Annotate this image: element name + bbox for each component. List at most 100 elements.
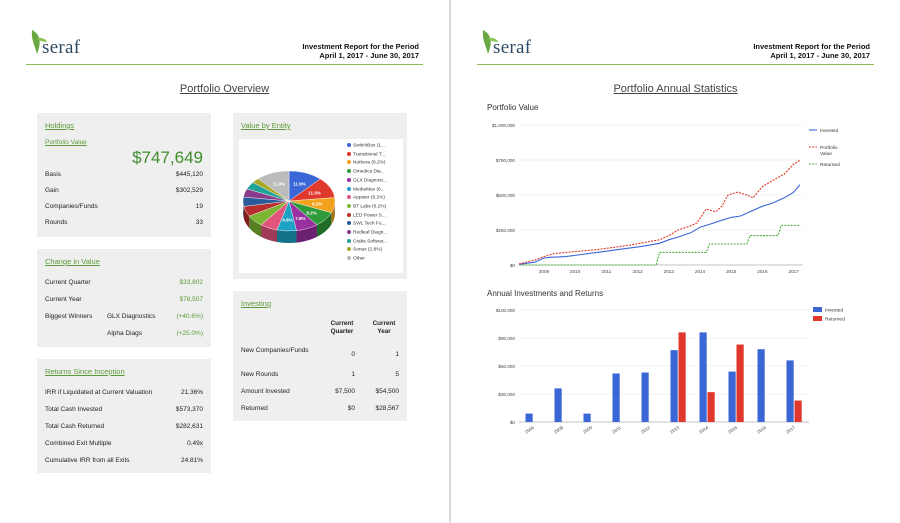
pie-slice-label: 6.8%: [282, 218, 292, 223]
report-period-title: Investment Report for the Period: [753, 42, 870, 51]
pie-slice-side: [316, 212, 332, 237]
legend-label: Invested: [820, 128, 838, 134]
header-divider: [26, 64, 423, 65]
bar: [678, 332, 686, 422]
value-by-entity-title[interactable]: Value by Entity: [241, 121, 291, 130]
x-tick-label: 2008: [553, 425, 564, 435]
legend-item: BT Labs (6.2%): [347, 203, 387, 212]
legend-dot-icon: [347, 195, 351, 200]
legend-item: SwitchBox (1...: [347, 143, 385, 151]
legend-item: Redleaf Diagn...: [347, 230, 387, 238]
pie-slice-side: [296, 224, 317, 243]
x-tick-label: 2014: [698, 425, 709, 435]
y-tick-label: $250,000: [496, 228, 516, 233]
returns-row: Cumulative IRR from all Exits 24.81%: [45, 457, 203, 467]
bar: [554, 388, 562, 422]
legend-dot-icon: [347, 247, 351, 252]
pie-slice-label: 8.2%: [306, 210, 316, 215]
row-value: 19: [195, 203, 203, 210]
pie-top: [242, 170, 336, 232]
x-tick-label: 2011: [611, 425, 622, 435]
investing-row-label: New Rounds: [241, 371, 279, 378]
legend-swatch: [813, 307, 822, 312]
series-line: [519, 224, 800, 266]
investing-panel: Investing Current Quarter Current Year N…: [233, 291, 407, 421]
biggest-winners-label: Biggest Winners: [45, 313, 93, 320]
legend-dot-icon: [347, 256, 351, 261]
returns-title[interactable]: Returns Since Inception: [45, 367, 125, 376]
y-tick-label: $100,000: [496, 308, 516, 313]
investing-title[interactable]: Investing: [241, 299, 272, 308]
bar: [728, 371, 736, 422]
bar: [525, 413, 533, 422]
x-tick-label: 2013: [664, 269, 675, 274]
bar: [786, 360, 794, 422]
row-label: Cumulative IRR from all Exits: [45, 457, 130, 464]
legend-item: Omedica Dia...: [347, 169, 385, 177]
row-label: Current Quarter: [45, 279, 91, 286]
returns-row: Total Cash Returned $282,631: [45, 423, 203, 433]
y-tick-label: $90,000: [498, 336, 515, 341]
holdings-row: Basis $445,120: [45, 171, 203, 181]
legend-item: Crabs Softwar...: [347, 238, 387, 247]
legend-label: Returned: [820, 162, 840, 168]
series-line: [518, 159, 801, 265]
y-tick-label: $1,000,000: [492, 123, 515, 128]
portfolio-value-line-chart: $1,000,000 $750,000 $500,000 $250,000 $0 2009…: [492, 123, 840, 274]
x-tick-label: 2016: [757, 269, 768, 274]
portfolio-value-label[interactable]: Portfolio Value: [45, 139, 87, 146]
value-by-entity-panel: Value by Entity 11.9% 11.3% 8.2% 8.2% 7.8% 6.…: [233, 113, 407, 279]
bar: [707, 392, 715, 422]
entity-pie-chart: 11.9%11.3%8.2%8.2%7.8%6.8%11.9%: [242, 170, 336, 243]
row-value: $282,631: [175, 423, 203, 430]
x-tick-label: 2011: [601, 269, 611, 274]
report-period-dates: April 1, 2017 - June 30, 2017: [770, 51, 870, 60]
legend-item: MediaMax (6...: [347, 186, 385, 195]
bar: [794, 400, 802, 422]
legend-dot-icon: [347, 221, 351, 226]
legend-item: Sonax (2.8%): [347, 247, 382, 255]
change-row: Current Quarter $33,802: [45, 279, 203, 289]
legend-dot-icon: [347, 177, 351, 182]
bar: [641, 372, 649, 422]
investing-row-label: Amount Invested: [241, 388, 290, 395]
winner-value: (+40.6%): [176, 313, 203, 320]
row-value: $78,507: [179, 296, 204, 303]
returns-row: Combined Exit Multiple 0.49x: [45, 440, 203, 450]
row-label: Total Cash Invested: [45, 406, 103, 413]
legend-label: BT Labs (6.2%): [353, 204, 387, 210]
col-current-year: Current Year: [372, 320, 396, 335]
returns-panel: Returns Since Inception IRR if Liquidate…: [37, 359, 211, 473]
y-tick-label: $0: [510, 263, 516, 268]
winner-row: Biggest Winners GLX Diagnostics (+40.6%): [45, 313, 203, 323]
pie-slice-side: [249, 216, 262, 237]
x-tick-label: 2017: [789, 269, 800, 274]
y-tick-label: $0: [510, 420, 516, 425]
bar: [757, 349, 765, 422]
col-current-quarter: Current Quarter: [330, 320, 354, 335]
report-period: Investment Report for the Period April 1…: [302, 42, 419, 60]
x-tick-label: 2015: [726, 269, 737, 274]
change-in-value-panel: Change in Value Current Quarter $33,802 C…: [37, 249, 211, 347]
row-label: Basis: [45, 171, 61, 178]
legend-label: SwitchBox (1...: [353, 143, 385, 149]
winner-name: Alpha Diags: [107, 330, 143, 337]
pie-labels: 11.9%11.3%8.2%8.2%7.8%6.8%11.9%: [273, 182, 323, 223]
row-label: IRR if Liquidated at Current Valuation: [45, 389, 153, 396]
row-label: Companies/Funds: [45, 203, 98, 210]
bar: [736, 344, 744, 422]
leaf-icon: [31, 30, 47, 54]
report-period-dates: April 1, 2017 - June 30, 2017: [319, 51, 419, 60]
legend-dot-icon: [347, 212, 351, 217]
legend-label: Omedica Dia...: [353, 169, 385, 175]
change-in-value-title[interactable]: Change in Value: [45, 257, 100, 266]
seraf-logo: seraf: [28, 28, 98, 60]
returns-row: Total Cash Invested $573,370: [45, 406, 203, 416]
pie-slice-side: [243, 206, 250, 229]
holdings-title[interactable]: Holdings: [45, 121, 75, 130]
seraf-logo: seraf: [479, 28, 549, 60]
row-value: $33,802: [179, 279, 204, 286]
pie-slice-label: 11.3%: [308, 191, 321, 196]
annual-investments-bar-chart: $100,000 $90,000 $60,000 $30,000 $0 2006 2008 2…: [496, 307, 845, 435]
pie-slice-label: 11.9%: [293, 182, 306, 187]
